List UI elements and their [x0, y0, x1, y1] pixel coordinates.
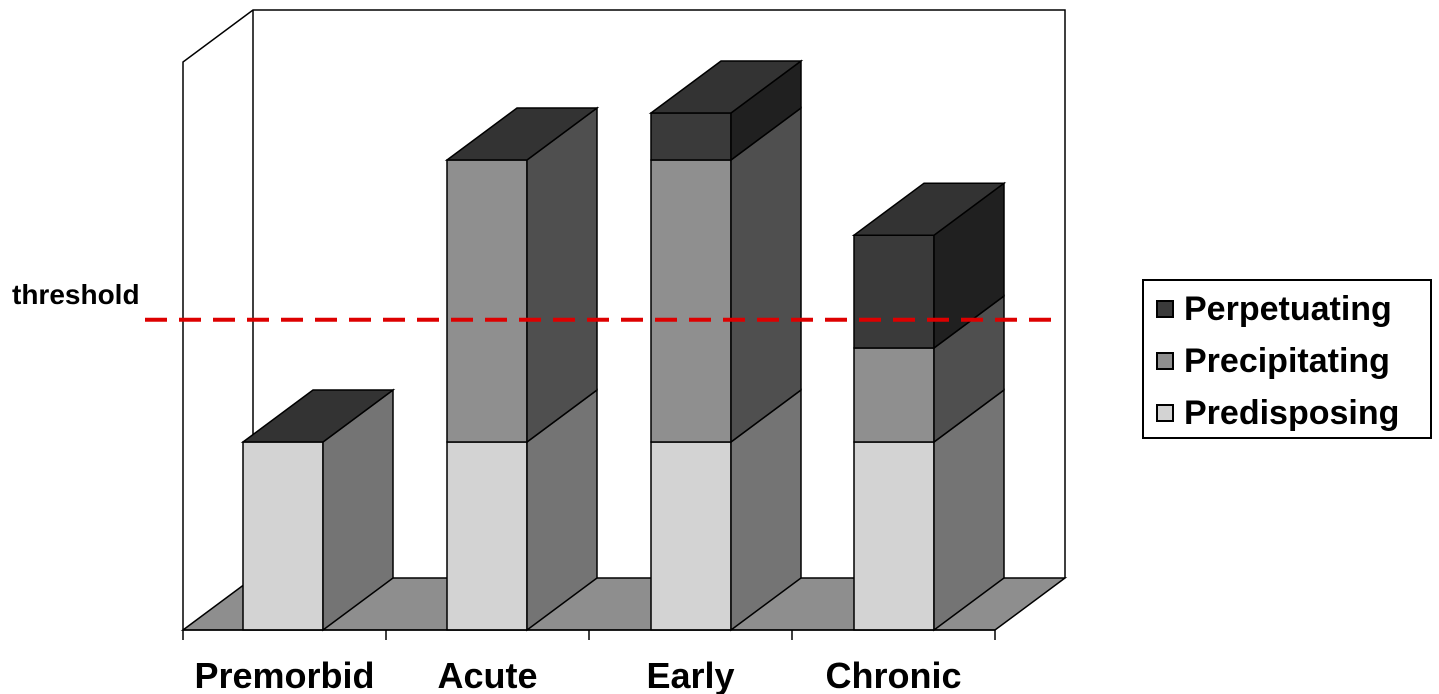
- bar-top-early: [648, 60, 804, 114]
- legend-item-predisposing: Predisposing: [1156, 393, 1399, 433]
- legend: Perpetuating Precipitating Predisposing: [1142, 279, 1432, 439]
- threshold-label: threshold: [12, 279, 140, 310]
- legend-label-precipitating: Precipitating: [1184, 341, 1390, 380]
- x-axis: Premorbid Acute Early Chronic: [182, 629, 996, 694]
- legend-item-perpetuating: Perpetuating: [1156, 289, 1392, 329]
- bar-side-acute-precipitating: [526, 106, 598, 444]
- bar-top-chronic: [851, 182, 1007, 236]
- legend-label-perpetuating: Perpetuating: [1184, 289, 1392, 328]
- bar-acute-precipitating: [446, 159, 528, 443]
- x-tick-label-premorbid: Premorbid: [194, 655, 374, 694]
- legend-swatch-predisposing: [1156, 404, 1174, 422]
- legend-item-precipitating: Precipitating: [1156, 341, 1390, 381]
- bar-early-perpetuating: [650, 112, 732, 161]
- threshold-group: threshold: [12, 279, 1058, 322]
- legend-label-predisposing: Predisposing: [1184, 393, 1400, 432]
- bar-chronic-perpetuating: [853, 234, 935, 349]
- bar-premorbid-predisposing: [242, 441, 324, 631]
- bar-stack-acute: [444, 106, 600, 632]
- x-tick-label-chronic: Chronic: [825, 655, 961, 694]
- bar-chronic-predisposing: [853, 441, 935, 631]
- bar-stack-premorbid: [240, 388, 396, 632]
- bar-stack-early: [648, 59, 804, 632]
- bar-acute-predisposing: [446, 441, 528, 631]
- bar-early-predisposing: [650, 441, 732, 631]
- bar-side-early-precipitating: [730, 106, 802, 444]
- chart-bars: [240, 59, 1007, 632]
- bar-early-precipitating: [650, 159, 732, 443]
- x-tick-label-early: Early: [646, 655, 734, 694]
- bar-top-acute: [444, 107, 600, 161]
- legend-swatch-perpetuating: [1156, 300, 1174, 318]
- legend-swatch-precipitating: [1156, 352, 1174, 370]
- bar-chronic-precipitating: [853, 347, 935, 443]
- bar-top-premorbid: [240, 389, 396, 443]
- x-tick-label-acute: Acute: [437, 655, 537, 694]
- bar-stack-chronic: [851, 181, 1007, 632]
